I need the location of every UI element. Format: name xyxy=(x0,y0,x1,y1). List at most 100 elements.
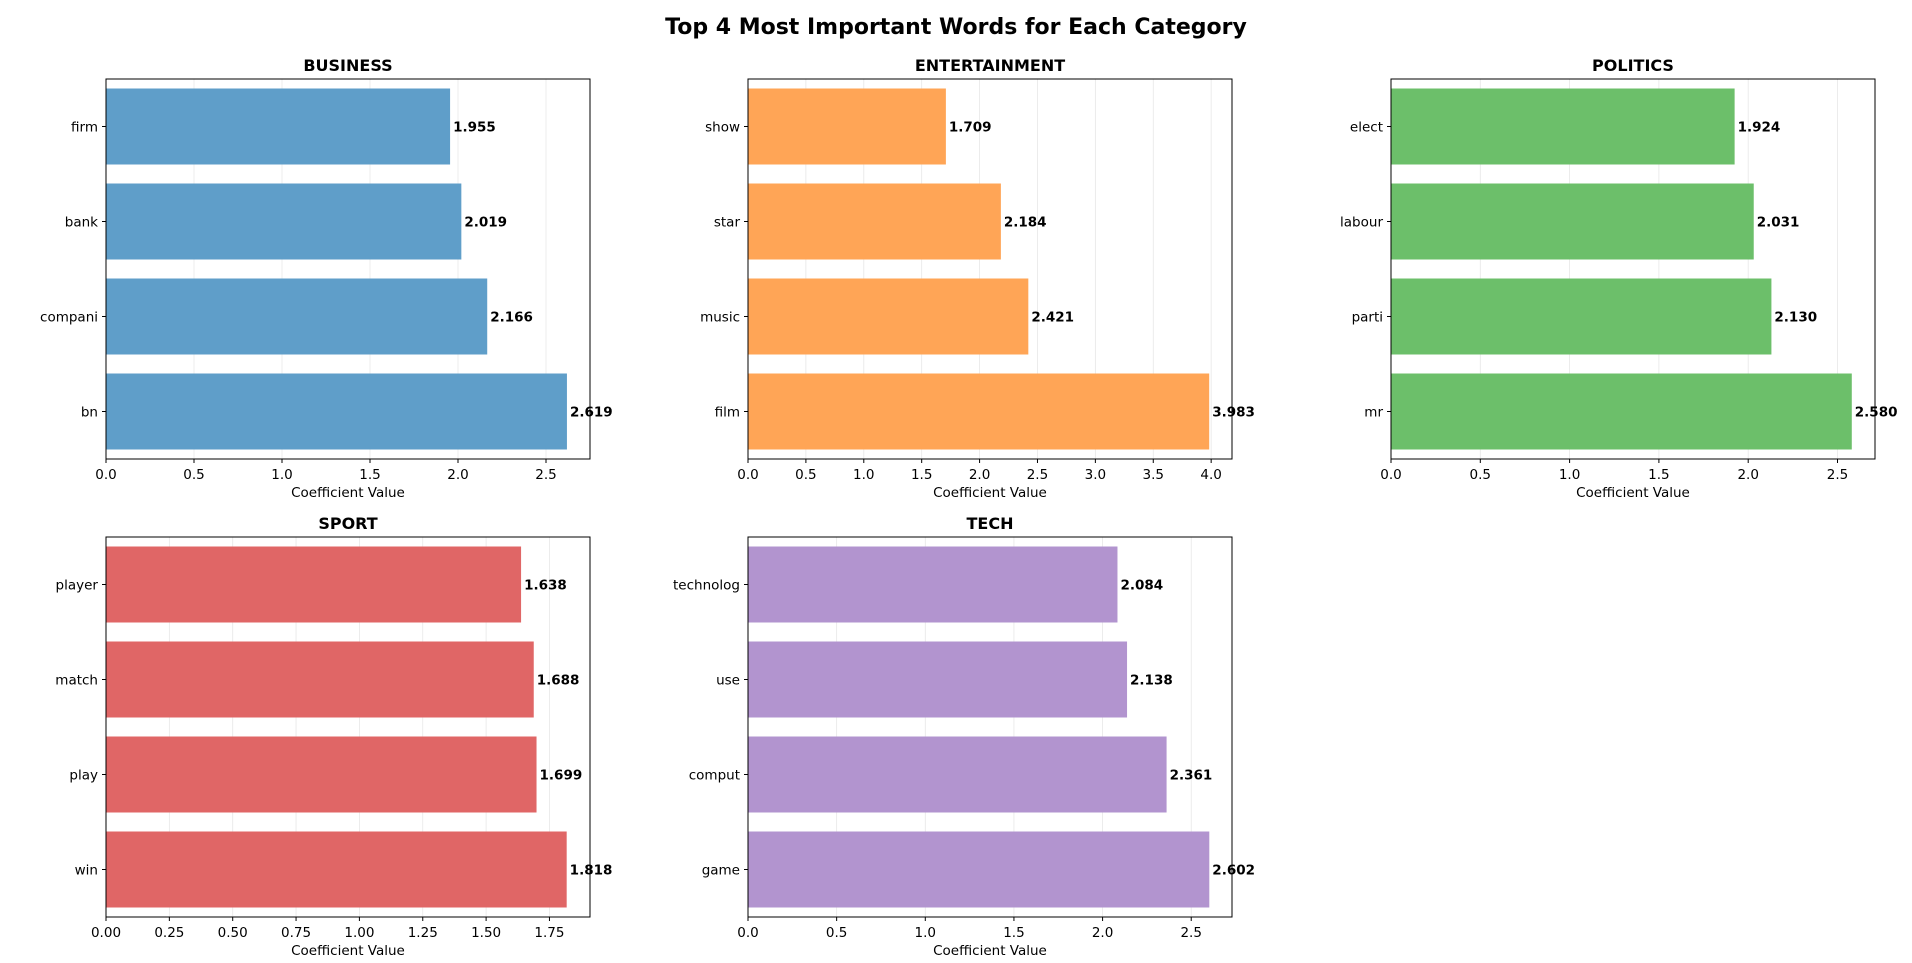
x-tick-label: 1.5 xyxy=(1003,925,1024,941)
y-tick-label: win xyxy=(75,863,98,879)
data-label-film: 3.983 xyxy=(1212,405,1255,421)
y-tick-label: mr xyxy=(1364,405,1383,421)
bar-firm xyxy=(106,88,451,165)
x-axis-label: Coefficient Value xyxy=(291,943,405,959)
bar-comput xyxy=(748,736,1167,813)
bar-show xyxy=(748,88,946,165)
data-label-player: 1.638 xyxy=(524,578,567,594)
subplot-sport: 1.818 1.699 1.688 1.638 win play match player 0.… xyxy=(55,514,612,959)
x-tick-label: 1.00 xyxy=(344,925,374,941)
y-tick-label: comput xyxy=(689,768,740,784)
axes-frame xyxy=(105,78,591,460)
x-tick-label: 1.25 xyxy=(408,925,438,941)
y-tick-label: player xyxy=(56,578,99,594)
y-tick-label: star xyxy=(714,215,741,231)
data-label-technolog: 2.084 xyxy=(1120,578,1163,594)
y-tick-label: bank xyxy=(65,215,98,231)
x-tick-label: 1.0 xyxy=(1559,467,1580,483)
x-tick-label: 4.0 xyxy=(1200,467,1221,483)
x-tick-label: 2.0 xyxy=(969,467,990,483)
bar-player xyxy=(106,546,522,623)
data-label-elect: 1.924 xyxy=(1738,120,1781,136)
x-tick-label: 1.5 xyxy=(359,467,380,483)
figure-title: Top 4 Most Important Words for Each Cate… xyxy=(665,15,1247,40)
x-tick-label: 0.0 xyxy=(737,467,758,483)
bar-win xyxy=(106,831,567,908)
data-label-music: 2.421 xyxy=(1031,310,1074,326)
subplot-title: TECH xyxy=(967,514,1014,533)
x-tick-label: 1.0 xyxy=(915,925,936,941)
subplot-politics: 2.580 2.130 2.031 1.924 mr parti labour elect 0.… xyxy=(1340,56,1897,501)
bar-technolog xyxy=(748,546,1118,623)
x-tick-label: 2.5 xyxy=(1027,467,1048,483)
data-label-bn: 2.619 xyxy=(570,405,613,421)
subplot-title: POLITICS xyxy=(1592,56,1674,75)
data-label-win: 1.818 xyxy=(570,863,613,879)
x-axis-label: Coefficient Value xyxy=(933,485,1047,501)
x-tick-label: 1.5 xyxy=(1648,467,1669,483)
y-tick-label: parti xyxy=(1352,310,1383,326)
x-axis-label: Coefficient Value xyxy=(1576,485,1690,501)
bar-play xyxy=(106,736,537,813)
x-tick-label: 0.00 xyxy=(91,925,121,941)
data-label-game: 2.602 xyxy=(1212,863,1255,879)
subplot-business: 2.619 2.166 2.019 1.955 bn compani bank firm 0.0… xyxy=(40,56,613,501)
y-tick-label: film xyxy=(715,405,740,421)
data-label-play: 1.699 xyxy=(540,768,583,784)
x-tick-label: 1.5 xyxy=(911,467,932,483)
axes-frame xyxy=(747,78,1233,460)
x-tick-label: 0.75 xyxy=(281,925,311,941)
data-label-match: 1.688 xyxy=(537,673,580,689)
bar-elect xyxy=(1391,88,1735,165)
x-tick-label: 0.0 xyxy=(1380,467,1401,483)
data-label-bank: 2.019 xyxy=(464,215,507,231)
y-tick-label: labour xyxy=(1340,215,1383,231)
subplot-title: SPORT xyxy=(318,514,377,533)
subplot-title: ENTERTAINMENT xyxy=(915,56,1065,75)
x-tick-label: 2.0 xyxy=(1092,925,1113,941)
x-tick-label: 0.5 xyxy=(1470,467,1491,483)
axes-frame xyxy=(1390,78,1876,460)
x-tick-label: 1.75 xyxy=(534,925,564,941)
x-axis-label: Coefficient Value xyxy=(291,485,405,501)
y-tick-label: elect xyxy=(1350,120,1383,136)
y-tick-label: play xyxy=(69,768,98,784)
x-tick-label: 2.0 xyxy=(1737,467,1758,483)
bar-labour xyxy=(1391,183,1754,260)
data-label-star: 2.184 xyxy=(1004,215,1047,231)
y-tick-label: game xyxy=(702,863,740,879)
y-tick-label: firm xyxy=(71,120,98,136)
x-tick-label: 2.0 xyxy=(447,467,468,483)
data-label-parti: 2.130 xyxy=(1774,310,1817,326)
x-tick-label: 1.50 xyxy=(471,925,501,941)
bar-star xyxy=(748,183,1001,260)
subplot-entertainment: 3.983 2.421 2.184 1.709 film music star show 0.0… xyxy=(700,56,1255,501)
bar-bank xyxy=(106,183,462,260)
x-tick-label: 2.5 xyxy=(535,467,556,483)
y-tick-label: match xyxy=(55,673,98,689)
bar-bn xyxy=(106,373,567,450)
x-tick-label: 0.0 xyxy=(737,925,758,941)
bar-match xyxy=(106,641,534,718)
bar-game xyxy=(748,831,1210,908)
bar-compani xyxy=(106,278,488,355)
x-tick-label: 0.5 xyxy=(183,467,204,483)
x-tick-label: 1.0 xyxy=(853,467,874,483)
data-label-compani: 2.166 xyxy=(490,310,533,326)
subplot-title: BUSINESS xyxy=(303,56,392,75)
data-label-use: 2.138 xyxy=(1130,673,1173,689)
axes-frame xyxy=(747,536,1233,918)
x-tick-label: 3.0 xyxy=(1085,467,1106,483)
subplot-grid: 2.619 2.166 2.019 1.955 bn compani bank firm 0.0… xyxy=(40,56,1897,959)
y-tick-label: compani xyxy=(40,310,98,326)
x-tick-label: 0.25 xyxy=(154,925,184,941)
y-tick-label: technolog xyxy=(673,578,740,594)
x-tick-label: 2.5 xyxy=(1180,925,1201,941)
subplot-tech: 2.602 2.361 2.138 2.084 game comput use technol… xyxy=(673,514,1255,959)
bar-parti xyxy=(1391,278,1772,355)
data-label-show: 1.709 xyxy=(949,120,992,136)
data-label-labour: 2.031 xyxy=(1757,215,1800,231)
data-label-comput: 2.361 xyxy=(1170,768,1213,784)
bar-use xyxy=(748,641,1128,718)
